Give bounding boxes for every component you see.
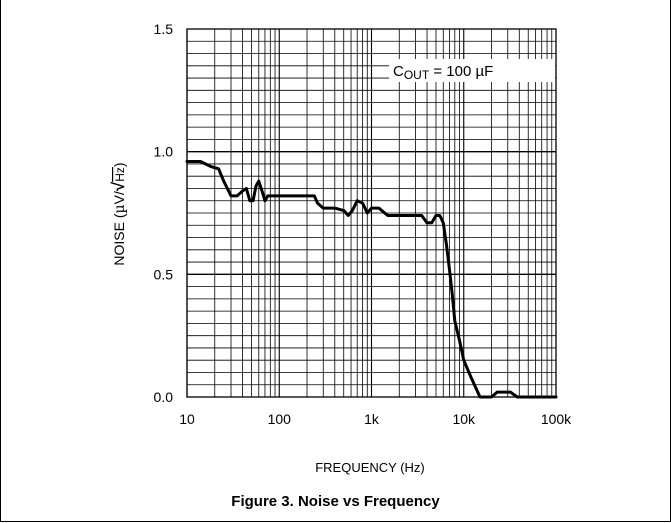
x-axis-label: FREQUENCY (Hz) (315, 460, 425, 475)
y-tick-label: 0.5 (154, 266, 174, 282)
x-tick-label: 1k (364, 411, 380, 427)
y-axis-label: NOISE (µV/√Hz) (109, 162, 128, 265)
ylabel-sqrt: √ (109, 181, 128, 191)
x-tick-label: 10k (452, 411, 476, 427)
x-tick-label: 100 (268, 411, 292, 427)
x-tick-label: 100k (541, 411, 572, 427)
annotation-background (389, 59, 555, 82)
y-tick-label: 1.5 (154, 21, 174, 37)
noise-chart: 0.0 0.5 1.0 1.5 10 100 1k 10k 100k COUT = 100 µ… (109, 21, 572, 475)
annotation-rest: = 100 µF (429, 63, 493, 80)
figure-caption: Figure 3. Noise vs Frequency (231, 493, 440, 510)
series-line (185, 159, 558, 399)
annotation-cout: COUT = 100 µF (393, 63, 493, 82)
annotation-sub: OUT (404, 68, 430, 82)
grid (186, 29, 556, 397)
ylabel-hz: Hz (113, 167, 127, 182)
ylabel-suffix: ) (111, 162, 127, 167)
y-ticks: 0.0 0.5 1.0 1.5 (154, 21, 174, 405)
y-tick-label: 0.0 (154, 389, 174, 405)
x-tick-label: 10 (179, 411, 195, 427)
y-tick-label: 1.0 (154, 144, 174, 160)
x-ticks: 10 100 1k 10k 100k (179, 411, 572, 427)
ylabel-prefix: NOISE ( (111, 213, 127, 265)
ylabel-unit: V/ (111, 191, 127, 204)
plot-border (186, 28, 557, 398)
annotation-c: C (393, 63, 404, 80)
ylabel-mu: µ (112, 204, 128, 213)
